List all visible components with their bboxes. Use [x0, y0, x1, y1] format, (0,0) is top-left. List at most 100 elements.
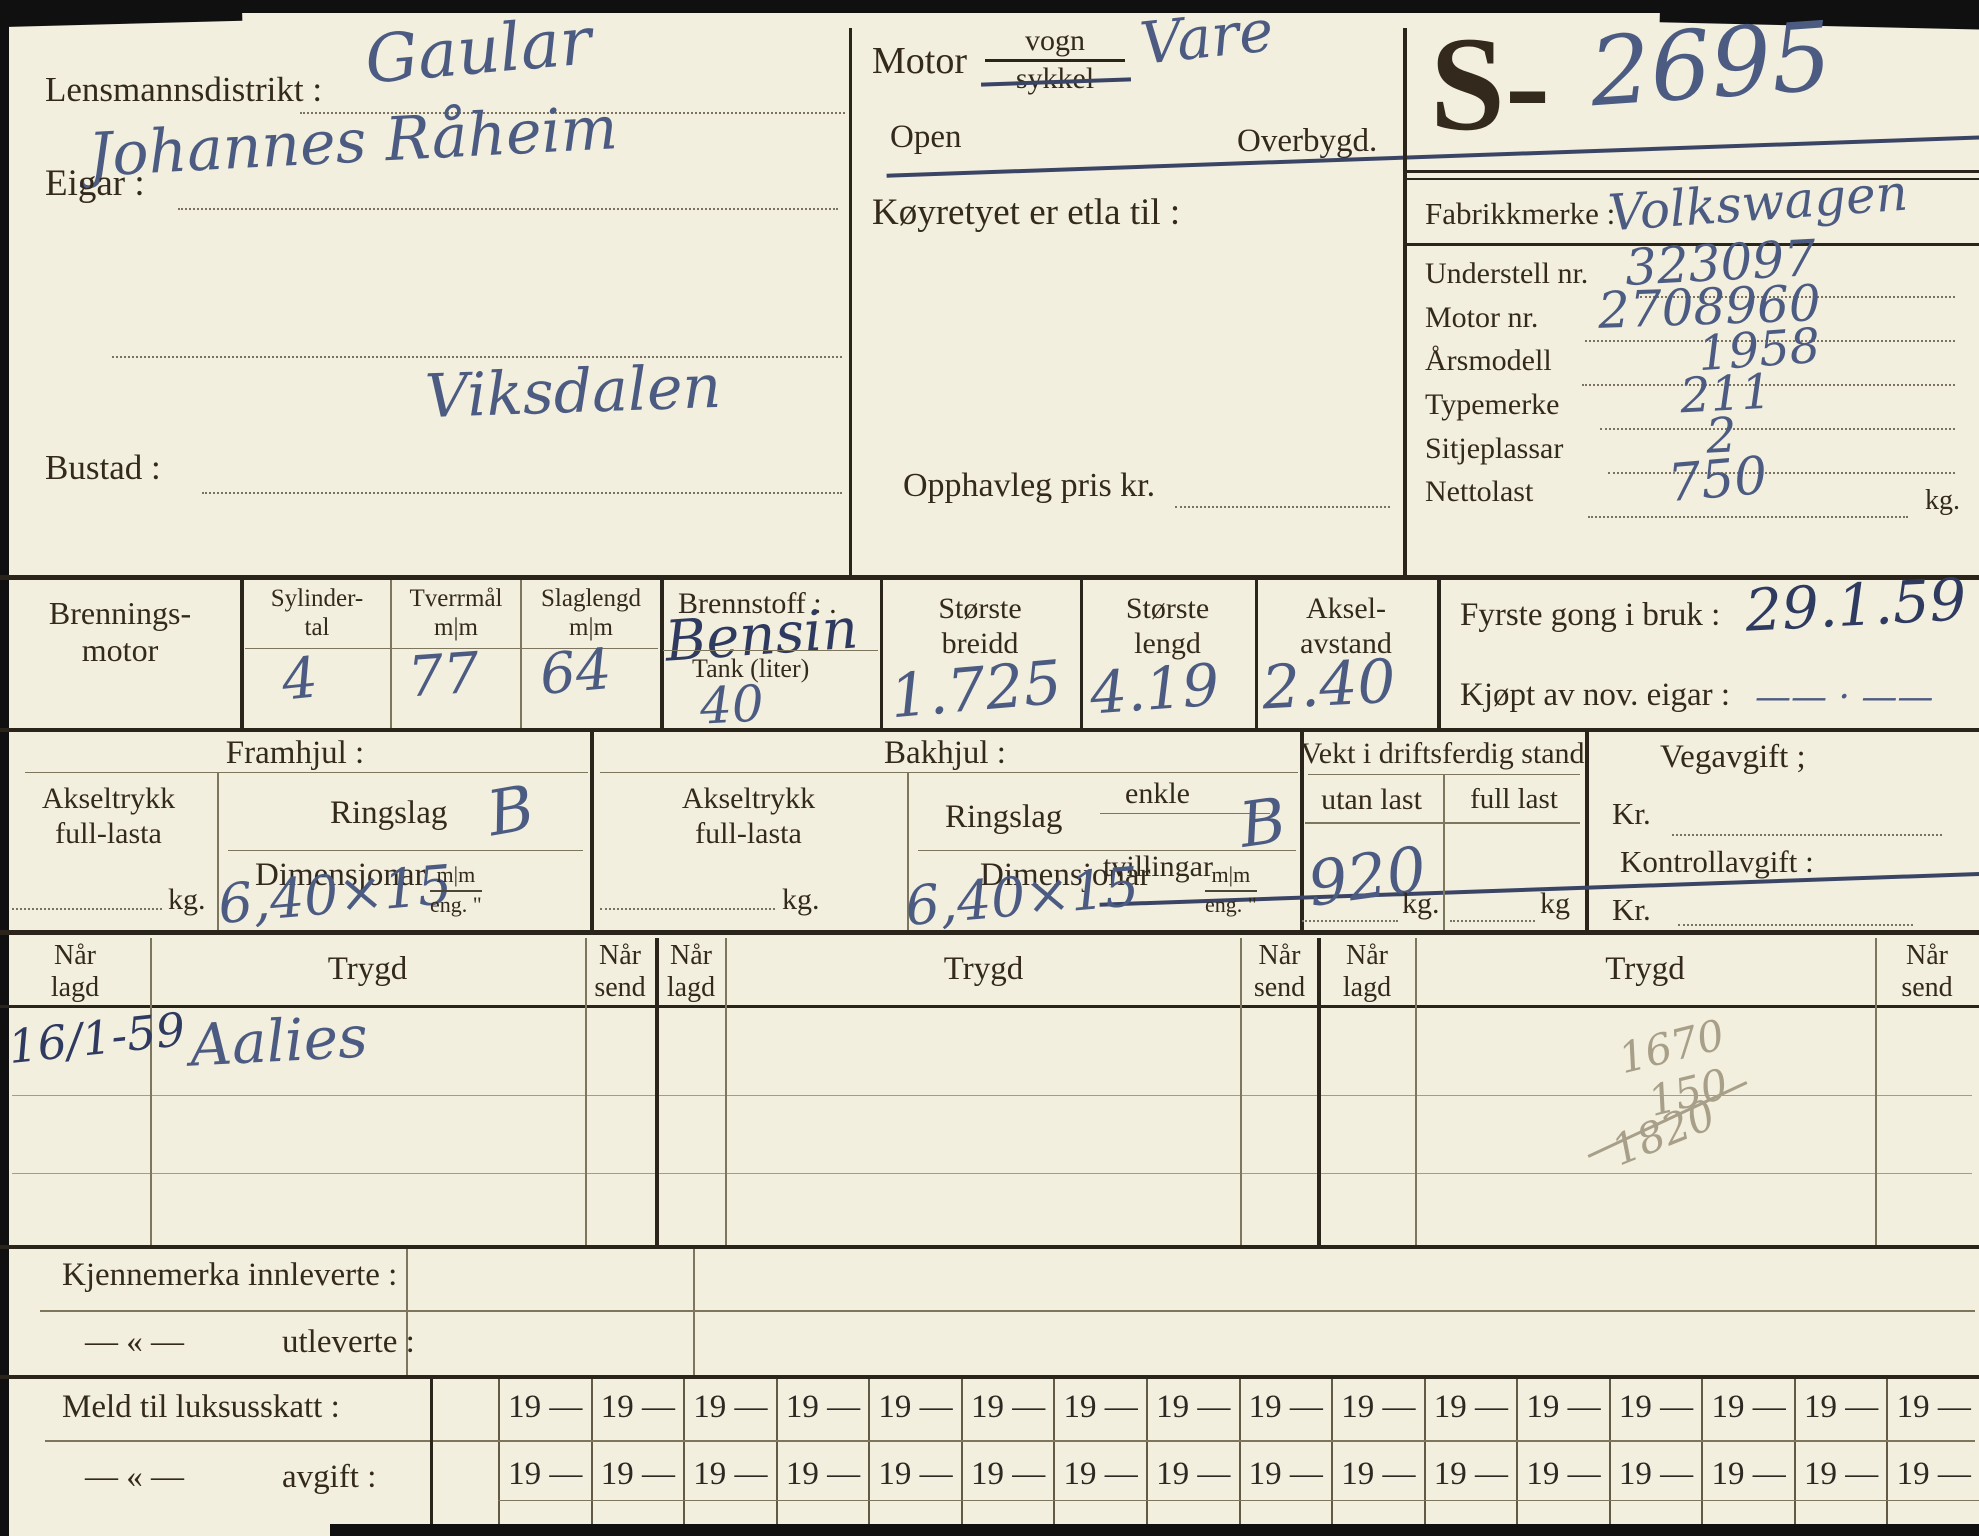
type-label: Typemerke	[1425, 388, 1560, 421]
fee-year-row: 19 — 19 —19 —19 —19 —19 —19 —19 —19 —19 …	[498, 1442, 1979, 1524]
engine-v8	[1437, 575, 1441, 732]
payload-line	[1588, 516, 1908, 518]
fee-year-cell: 19 —	[1145, 1442, 1239, 1524]
luxury-label: Meld til luksusskatt :	[62, 1389, 340, 1425]
fee-year-cell: 19 —	[1793, 1442, 1887, 1524]
luxury-year-cell: 19 —	[1053, 1379, 1146, 1440]
fee-year-cell: 19 —	[960, 1442, 1054, 1524]
original-price-line	[1175, 506, 1390, 508]
motor-type-options: vogn sykkel	[985, 24, 1125, 96]
rear-ring-single: enkle	[1125, 777, 1190, 810]
trygd1-title: Trygd	[327, 951, 408, 987]
weight-no-load-label: utan last	[1321, 783, 1422, 816]
rear-dim-label: Dimensjonar	[980, 857, 1151, 893]
rear-ring-label: Ringslag	[945, 799, 1063, 835]
regbox-line3	[1403, 243, 1979, 246]
owner-handwriting: Johannes Råheim	[86, 93, 620, 191]
engine-v7	[1255, 580, 1258, 728]
engine-no-label: Motor nr.	[1425, 301, 1539, 334]
model-year-label: Årsmodell	[1425, 344, 1552, 377]
fee-year-cell: 19 —	[1238, 1442, 1332, 1524]
model-year-line	[1582, 384, 1955, 386]
fee-year-cell: 19 —	[775, 1442, 869, 1524]
owner-label: Eigar :	[45, 163, 145, 204]
control-tax-kr: Kr.	[1612, 892, 1651, 927]
rear-ring-twin: tvillingar	[1103, 851, 1979, 883]
scan-edge-left	[0, 0, 9, 1536]
weight-no-load-unit: kg.	[1402, 887, 1440, 920]
length-value: 4.19	[1087, 650, 1222, 728]
rear-inner-divider	[907, 772, 909, 930]
plates-out-ditto: — « —	[85, 1324, 184, 1360]
tank-value: 40	[698, 674, 766, 736]
type-line	[1600, 428, 1955, 430]
trygd-v2	[585, 938, 587, 1245]
chassis-label: Understell nr.	[1425, 257, 1589, 290]
fee-ditto: — « —	[85, 1459, 184, 1495]
rear-dim-unit: m|m eng. "	[1205, 862, 1257, 918]
front-axle-label: Akseltrykk full-lasta	[41, 782, 176, 850]
engine-v5	[880, 580, 883, 728]
divider-left-middle	[849, 28, 852, 575]
fee-year-cell: 19 —	[683, 1442, 776, 1524]
payload-unit: kg.	[1925, 485, 1960, 516]
luxury-year-cell: 19 —	[868, 1379, 961, 1440]
address-label: Bustad :	[45, 448, 161, 487]
address-handwriting: Viksdalen	[423, 351, 723, 433]
trygd-v3	[655, 938, 659, 1245]
fee-label: avgift :	[282, 1459, 377, 1495]
wheels-v2	[1300, 732, 1304, 930]
seats-line	[1608, 472, 1955, 474]
road-tax-title: Vegavgift ;	[1660, 739, 1806, 775]
brand-label: Fabrikkmerke :	[1425, 196, 1616, 231]
engine-v2	[390, 580, 392, 728]
luxury-year-cell: 19 —	[775, 1379, 869, 1440]
rear-dim-value: 6,40×15	[902, 854, 1142, 939]
engine-v1	[240, 580, 244, 728]
fee-year-cell: 19 —	[1053, 1442, 1146, 1524]
trygd-bottom-border	[0, 1245, 1979, 1249]
plates-v2	[693, 1249, 695, 1375]
regbox-line2	[1403, 178, 1979, 180]
rear-ring-value: B	[1235, 783, 1291, 862]
wheels-bottom-border	[0, 930, 1979, 935]
front-title-underline	[25, 772, 588, 773]
chassis-line	[1640, 296, 1955, 298]
wheels-v1	[590, 732, 594, 930]
bore-value: 77	[405, 640, 482, 711]
plates-bottom-border	[0, 1375, 1979, 1379]
front-dim-value: 6,40×15	[215, 852, 455, 937]
rear-title-underline	[600, 772, 1298, 773]
motor-type-sykkel: sykkel	[985, 62, 1125, 97]
trygd-entry-date: 16/1-59	[5, 1001, 188, 1075]
rear-ring-option-line	[1100, 813, 1270, 814]
luxury-year-cell: 19 —	[1608, 1379, 1702, 1440]
luxury-year-row: 19 — 19 —19 —19 —19 —19 —19 —19 —19 —19 …	[498, 1379, 1979, 1440]
empty-line	[112, 356, 842, 358]
trygd-v4	[725, 938, 727, 1245]
bought-by-value: —— · ——	[1755, 677, 1934, 718]
engine-section-label: Brennings- motor	[48, 595, 192, 668]
engine-no-line	[1585, 340, 1955, 342]
seats-label: Sitjeplassar	[1425, 432, 1564, 465]
fee-row-underline	[498, 1500, 1979, 1501]
owner-line	[178, 208, 838, 210]
scan-edge-bottom	[330, 1524, 1979, 1536]
plates-v1	[406, 1249, 408, 1375]
luxury-year-cell: 19 —	[1331, 1379, 1424, 1440]
weight-full-load-unit: kg	[1540, 887, 1570, 920]
luxury-row-line	[45, 1440, 1975, 1442]
purpose-label: Køyretyet er etla til :	[872, 192, 1181, 233]
fuel-underline	[663, 650, 878, 651]
plates-in-label: Kjennemerka innleverte :	[62, 1257, 398, 1293]
fee-year-cell: 19 —	[1516, 1442, 1609, 1524]
engine-v4	[660, 580, 664, 728]
wheels-v3	[1585, 732, 1589, 930]
luxury-year-cell: 19 —	[1238, 1379, 1332, 1440]
luxury-year-cell: 19 —	[498, 1379, 591, 1440]
bought-by-label: Kjøpt av nov. eigar :	[1460, 677, 1731, 713]
fee-year-cell: 19 —	[590, 1442, 684, 1524]
trygd-v5	[1240, 938, 1242, 1245]
weight-inner-divider	[1443, 774, 1445, 930]
